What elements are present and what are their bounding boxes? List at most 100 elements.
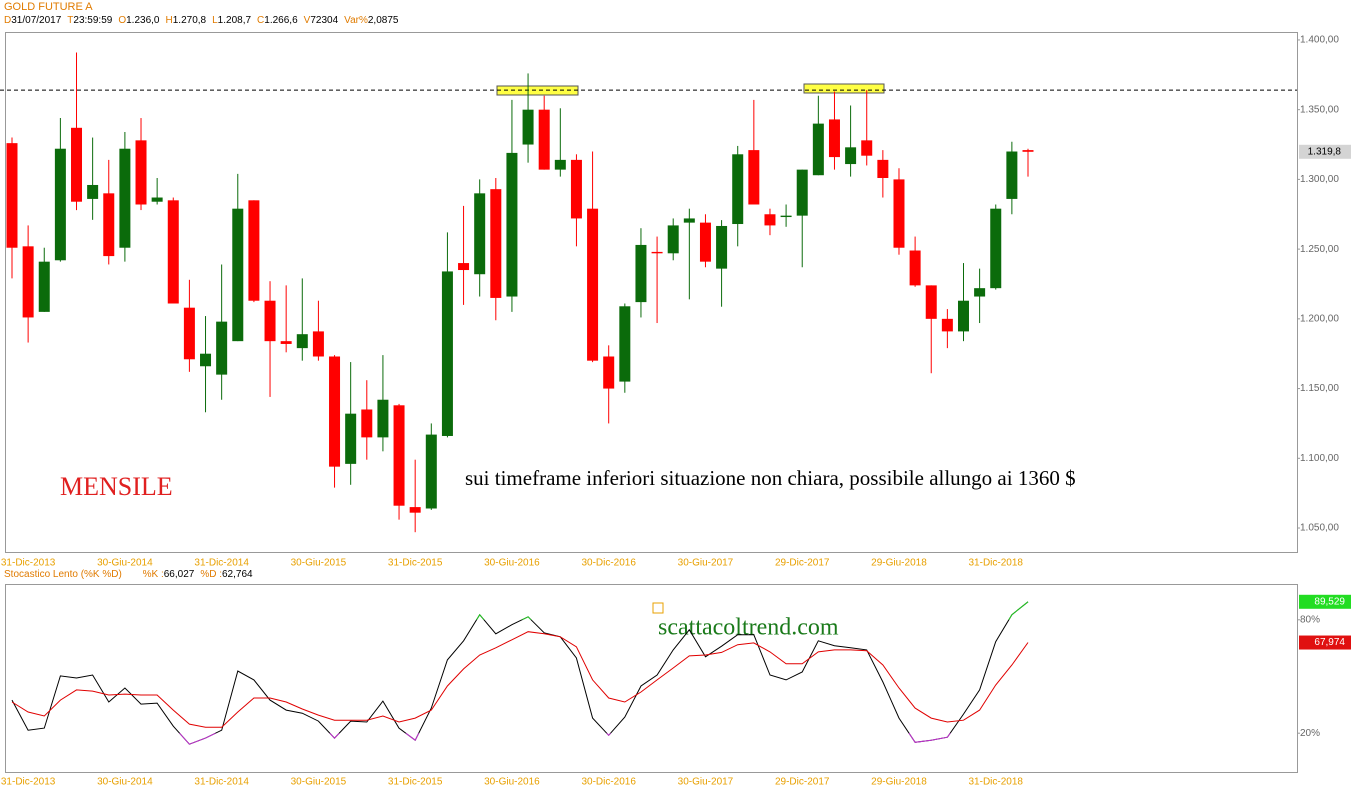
instrument-title: GOLD FUTURE A [4, 1, 93, 13]
candle-body [216, 321, 228, 375]
candle-body [71, 127, 83, 202]
indicator-legend: Stocastico Lento (%K %D) %K :66,027 %D :6… [4, 569, 259, 581]
candle-body [909, 250, 921, 286]
legend-value: 62,764 [222, 569, 253, 580]
candle-body [135, 140, 147, 205]
candle-body [296, 334, 308, 349]
x-tick-label: 30-Giu-2017 [678, 777, 734, 788]
candle-body [974, 288, 986, 297]
field-value: 1.270,8 [172, 15, 207, 26]
candle-body [1022, 150, 1034, 152]
field-key: V [303, 15, 311, 26]
annotation: sui timeframe inferiori situazione non c… [465, 466, 1076, 490]
candle-body [22, 246, 34, 318]
field-key: O [118, 15, 127, 26]
bar-info: D31/07/2017 T23:59:59 O1.236,0 H1.270,8 L1.2… [4, 15, 404, 27]
candle-body [506, 152, 518, 297]
oversold-line [178, 733, 951, 745]
x-tick-label: 31-Dic-2014 [194, 777, 249, 788]
legend-name: %K : [142, 569, 164, 580]
candle-body [280, 341, 292, 344]
candle-body [748, 150, 760, 205]
x-tick-label: 30-Giu-2014 [97, 558, 153, 569]
candle-body [893, 179, 905, 248]
x-tick-label: 30-Giu-2014 [97, 777, 153, 788]
candle-body [877, 159, 889, 179]
candle-body [409, 507, 421, 513]
field-value: 2,0875 [367, 15, 399, 26]
x-tick-label: 31-Dic-2015 [388, 777, 443, 788]
candle-body [425, 434, 437, 509]
candle-body [635, 244, 647, 303]
legend-value: 66,027 [163, 569, 195, 580]
x-tick-label: 29-Giu-2018 [871, 558, 927, 569]
candle-body [264, 300, 276, 342]
y-tick-label: 20% [1300, 728, 1320, 739]
candle-body [474, 193, 486, 275]
candle-body [377, 399, 389, 438]
last-value-box [1299, 635, 1351, 650]
candle-body [232, 208, 244, 342]
candle-body [538, 109, 550, 170]
annotation: scattacoltrend.com [658, 615, 839, 641]
y-tick-label: 1.150,00 [1300, 383, 1339, 394]
candle-body [957, 300, 969, 332]
y-tick-label: 1.200,00 [1300, 313, 1339, 324]
x-tick-label: 30-Dic-2016 [581, 558, 636, 569]
last-value-box [1299, 594, 1351, 609]
candle-body [861, 140, 873, 156]
x-tick-label: 30-Dic-2016 [581, 777, 636, 788]
indicator-title: Stocastico Lento (%K %D) [4, 569, 122, 580]
candle-body [490, 189, 502, 298]
x-tick-label: 31-Dic-2014 [194, 558, 249, 569]
candle-body [828, 119, 840, 158]
candle-body [587, 208, 599, 361]
candle-body [38, 261, 50, 312]
y-tick-label: 1.400,00 [1300, 35, 1339, 46]
candle-body [119, 148, 131, 248]
candle-body [845, 147, 857, 165]
candle-body [87, 184, 99, 199]
candle-body [200, 353, 212, 367]
field-value: 1.236,0 [126, 15, 160, 26]
x-tick-label: 31-Dic-2015 [388, 558, 443, 569]
field-key: D [4, 15, 12, 26]
candle-body [812, 123, 824, 176]
candle-body [312, 331, 324, 357]
candle-body [103, 193, 115, 257]
field-key: T [67, 15, 74, 26]
field-value: 23:59:59 [73, 15, 113, 26]
field-value: 31/07/2017 [11, 15, 62, 26]
x-tick-label: 29-Dic-2017 [775, 777, 830, 788]
candle-body [570, 159, 582, 219]
candle-body [345, 413, 357, 464]
candle-body [1006, 151, 1018, 199]
legend-name: %D : [200, 569, 222, 580]
x-tick-label: 31-Dic-2018 [969, 558, 1024, 569]
indicator-line [11, 631, 1029, 728]
candle-body [780, 215, 792, 218]
candle-body [522, 109, 534, 145]
candle-body [764, 214, 776, 226]
y-tick-label: 1.350,00 [1300, 104, 1339, 115]
x-tick-label: 29-Giu-2018 [871, 777, 927, 788]
field-key: C [257, 15, 265, 26]
candle-body [667, 225, 679, 254]
candle-body [941, 318, 953, 332]
candle-body [458, 263, 470, 271]
field-key: H [165, 15, 173, 26]
highlight-box [496, 85, 579, 96]
field-value: 1.208,7 [217, 15, 252, 26]
candle-body [732, 154, 744, 225]
x-tick-label: 31-Dic-2018 [969, 777, 1024, 788]
last-value-box [1299, 144, 1351, 159]
candle-body [554, 159, 566, 170]
x-tick-label: 30-Giu-2016 [484, 777, 540, 788]
candle-body [167, 200, 179, 304]
x-tick-label: 31-Dic-2013 [1, 777, 56, 788]
price-panel [5, 32, 1298, 553]
x-tick-label: 30-Giu-2015 [291, 558, 347, 569]
candle-body [361, 409, 373, 438]
